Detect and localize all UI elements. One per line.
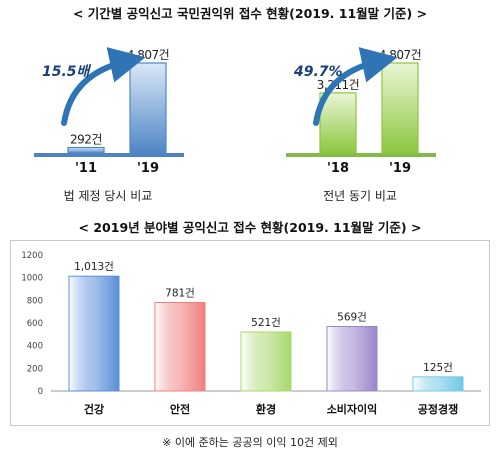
heading-category-breakdown: < 2019년 분야별 공익신고 접수 현황(2019. 11월말 기준) >: [78, 220, 422, 235]
baseline: [286, 153, 436, 157]
bar-0: [67, 146, 105, 154]
data-label-0: 1,013건: [74, 261, 114, 273]
data-label-1: 4,807건: [379, 48, 421, 62]
y-tick-label-1: 200: [27, 364, 43, 374]
growth-label: 15.5배: [42, 64, 92, 80]
bar-2: [240, 331, 292, 392]
baseline: [34, 153, 184, 157]
x-tick-label-1: '19: [389, 161, 411, 176]
data-label-1: 4,807건: [127, 48, 169, 62]
bar-1: [381, 62, 419, 154]
bar-3: [326, 326, 378, 392]
x-tick-label-0: '18: [327, 161, 349, 176]
bar-1: [154, 301, 206, 392]
heading-period-comparison: < 기간별 공익신고 국민권익위 접수 현황(2019. 11월말 기준) >: [72, 6, 428, 21]
data-label-0: 292건: [70, 133, 102, 147]
x-tick-label-1: 안전: [170, 402, 190, 416]
growth-arrow: [61, 47, 146, 126]
bar-0: [319, 92, 357, 154]
growth-label: 49.7%: [293, 64, 343, 80]
y-tick-label-3: 600: [27, 319, 43, 329]
y-tick-label-0: 0: [38, 387, 43, 397]
y-tick-label-6: 1200: [21, 251, 43, 261]
footnote: ※ 이에 준하는 공공의 이익 10건 제외: [162, 436, 338, 449]
y-tick-label-5: 1000: [21, 274, 43, 284]
growth-arrow: [313, 47, 398, 126]
chart-caption: 전년 동기 비교: [323, 189, 397, 203]
x-tick-label-0: 건강: [84, 402, 104, 416]
data-label-4: 125건: [423, 362, 453, 374]
y-tick-label-4: 800: [27, 296, 43, 306]
y-tick-label-2: 400: [27, 342, 43, 352]
bar-0: [68, 275, 120, 392]
x-tick-label-3: 소비자이익: [327, 402, 378, 416]
data-label-2: 521건: [251, 317, 281, 329]
data-label-3: 569건: [337, 312, 367, 324]
x-tick-label-4: 공정경쟁: [418, 402, 458, 416]
x-tick-label-2: 환경: [256, 402, 276, 416]
x-tick-label-1: '19: [137, 161, 159, 176]
bar-4: [412, 376, 464, 392]
chart-caption: 법 제정 당시 비교: [64, 189, 153, 203]
x-tick-label-0: '11: [75, 161, 97, 176]
chart-law-enactment-comparison: 292건 '11 4,807건 '19 15.5배법 제정 당시 비교: [34, 47, 184, 203]
data-label-1: 781건: [165, 287, 195, 299]
bar-1: [129, 62, 167, 154]
